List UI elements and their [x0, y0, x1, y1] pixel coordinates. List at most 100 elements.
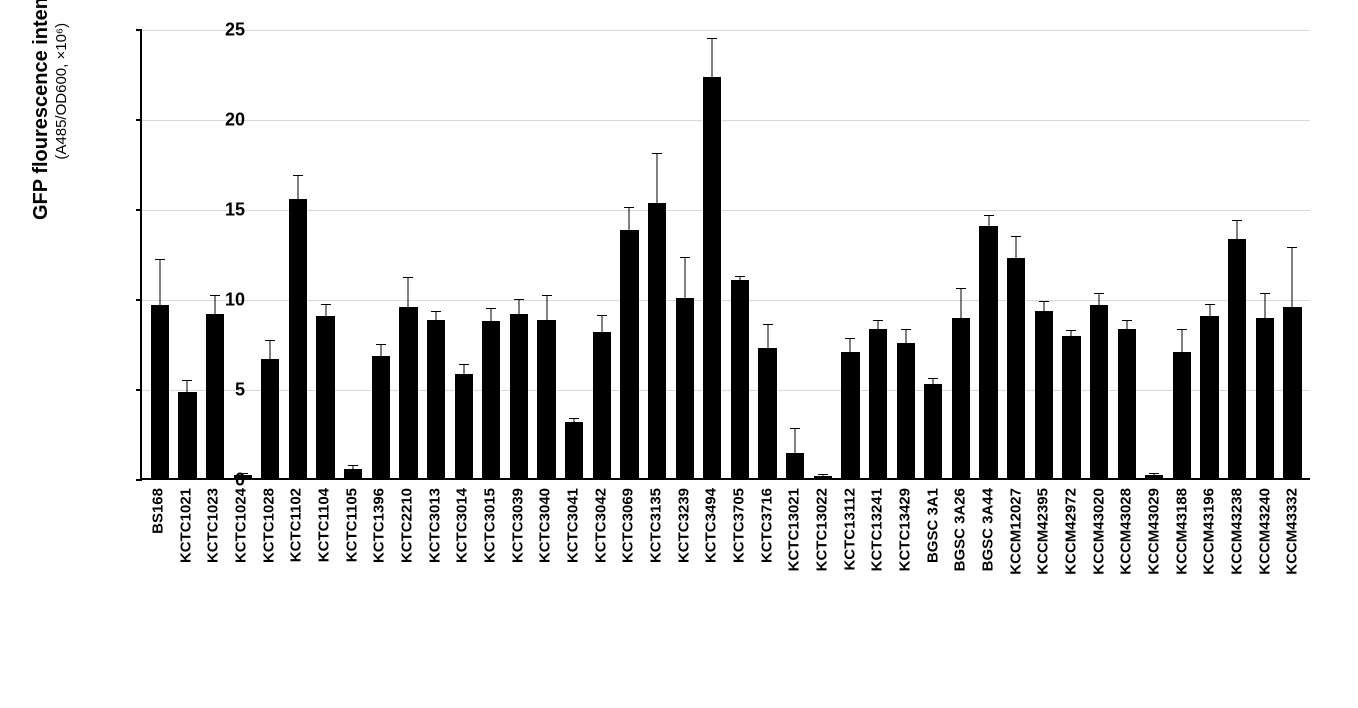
x-tick-label: KCTC13022: [813, 488, 830, 571]
error-cap-bottom: [1066, 339, 1076, 340]
error-bar: [1043, 302, 1044, 320]
error-cap-bottom: [818, 476, 828, 477]
x-tick-label: BS168: [149, 488, 166, 534]
error-bar: [795, 429, 796, 476]
x-tick-label: KCTC3015: [481, 488, 498, 563]
bar: [427, 320, 445, 478]
x-tick-label: BGSC 3A1: [924, 488, 941, 563]
x-label-slot: KCCM43332: [1279, 482, 1307, 682]
bar-slot: [505, 30, 533, 478]
x-tick-label: KCTC1023: [205, 488, 222, 563]
x-tick-label: KCTC3716: [758, 488, 775, 563]
error-cap-top: [790, 428, 800, 429]
bar: [1007, 258, 1025, 478]
error-cap-bottom: [652, 250, 662, 251]
x-tick-label: KCCM12027: [1007, 488, 1024, 575]
bar: [510, 314, 528, 478]
error-cap-top: [652, 153, 662, 154]
x-tick-label: KCTC1105: [343, 488, 360, 562]
x-tick-label: KCCM43238: [1229, 488, 1246, 575]
x-label-slot: KCTC1105: [338, 482, 366, 682]
x-label-slot: KCTC1104: [310, 482, 338, 682]
error-cap-top: [984, 215, 994, 216]
error-bar: [1126, 321, 1127, 335]
bar: [703, 77, 721, 478]
error-bar: [491, 309, 492, 334]
error-cap-bottom: [1232, 256, 1242, 257]
error-bar: [408, 278, 409, 336]
bar-slot: [146, 30, 174, 478]
x-tick-label: KCTC1028: [260, 488, 277, 563]
x-tick-label: KCTC3705: [730, 488, 747, 563]
error-cap-bottom: [624, 250, 634, 251]
error-bar: [325, 305, 326, 327]
bar: [565, 422, 583, 478]
x-tick-label: KCTC13021: [786, 488, 803, 571]
error-cap-bottom: [321, 326, 331, 327]
error-bar: [988, 216, 989, 236]
x-label-slot: KCTC3705: [725, 482, 753, 682]
bar: [1090, 305, 1108, 478]
x-tick-label: KCCM42395: [1035, 488, 1052, 575]
error-bar: [712, 39, 713, 115]
x-label-slot: KCTC3494: [697, 482, 725, 682]
bar-slot: [395, 30, 423, 478]
x-label-slot: KCTC3039: [504, 482, 532, 682]
error-cap-bottom: [182, 401, 192, 402]
error-cap-top: [403, 277, 413, 278]
x-tick-label: BGSC 3A44: [979, 488, 996, 571]
error-cap-bottom: [293, 221, 303, 222]
bar: [979, 226, 997, 478]
bar-slot: [947, 30, 975, 478]
x-label-slot: KCTC1023: [199, 482, 227, 682]
error-cap-top: [459, 364, 469, 365]
error-bar: [436, 312, 437, 326]
bar-slot: [864, 30, 892, 478]
bar: [869, 329, 887, 478]
bar-slot: [450, 30, 478, 478]
error-bar: [546, 296, 547, 343]
error-cap-bottom: [956, 346, 966, 347]
bar-slot: [257, 30, 285, 478]
bar-slot: [1223, 30, 1251, 478]
error-cap-top: [624, 207, 634, 208]
error-cap-top: [956, 288, 966, 289]
x-label-slot: KCCM43188: [1168, 482, 1196, 682]
bar-slot: [699, 30, 727, 478]
error-cap-top: [1287, 247, 1297, 248]
bar-slot: [837, 30, 865, 478]
bar-slot: [560, 30, 588, 478]
x-tick-label: KCTC1104: [315, 488, 332, 562]
error-cap-bottom: [403, 335, 413, 336]
x-label-slot: KCTC13022: [808, 482, 836, 682]
x-label-slot: KCCM43240: [1251, 482, 1279, 682]
error-cap-top: [1066, 330, 1076, 331]
error-bar: [159, 260, 160, 350]
x-tick-label: KCTC3069: [620, 488, 637, 563]
bar: [1228, 239, 1246, 478]
bar-slot: [726, 30, 754, 478]
x-label-slot: BGSC 3A1: [919, 482, 947, 682]
error-cap-bottom: [901, 355, 911, 356]
x-label-slot: BS168: [144, 482, 172, 682]
x-axis-labels: BS168KCTC1021KCTC1023KCTC1024KCTC1028KCT…: [140, 482, 1310, 682]
x-label-slot: KCTC1396: [365, 482, 393, 682]
error-bar: [1237, 221, 1238, 257]
error-cap-bottom: [597, 347, 607, 348]
error-bar: [380, 345, 381, 367]
x-tick-label: KCTC1396: [371, 488, 388, 563]
x-label-slot: KCTC3040: [531, 482, 559, 682]
x-tick-label: KCTC3040: [537, 488, 554, 563]
x-label-slot: KCTC3015: [476, 482, 504, 682]
error-bar: [518, 300, 519, 329]
bar-slot: [201, 30, 229, 478]
error-cap-bottom: [1287, 365, 1297, 366]
bar-slot: [1058, 30, 1086, 478]
bar-slot: [1030, 30, 1058, 478]
x-tick-label: KCTC3039: [509, 488, 526, 563]
error-cap-top: [569, 418, 579, 419]
error-cap-bottom: [928, 389, 938, 390]
bar-slot: [422, 30, 450, 478]
error-cap-bottom: [790, 475, 800, 476]
error-cap-bottom: [763, 371, 773, 372]
